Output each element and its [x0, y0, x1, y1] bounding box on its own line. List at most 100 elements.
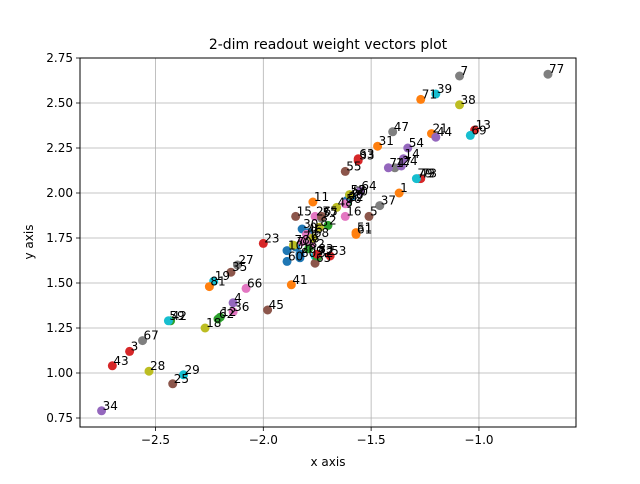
- data-point-80: [295, 253, 305, 263]
- data-label-6: 6: [312, 231, 320, 245]
- data-label-2: 2: [329, 213, 337, 227]
- data-label-70: 70: [297, 235, 312, 249]
- data-label-44: 44: [437, 125, 452, 139]
- data-point-28: [144, 366, 154, 376]
- plot-frame: [79, 57, 577, 428]
- data-label-19: 19: [215, 269, 230, 283]
- data-label-46: 46: [307, 222, 322, 236]
- data-label-59: 59: [169, 309, 184, 323]
- data-label-33: 33: [359, 149, 374, 163]
- data-label-18: 18: [206, 316, 221, 330]
- data-label-15: 15: [297, 204, 312, 218]
- data-point-15: [291, 211, 301, 221]
- data-point-1: [394, 188, 404, 198]
- data-point-61: [351, 229, 361, 239]
- data-label-51: 51: [357, 221, 372, 235]
- data-label-40: 40: [348, 188, 363, 202]
- data-label-60: 60: [288, 249, 303, 263]
- data-label-39: 39: [437, 82, 452, 96]
- data-label-26: 26: [316, 204, 331, 218]
- data-label-24: 24: [402, 154, 417, 168]
- data-label-74: 74: [389, 156, 404, 170]
- x-tick-label: −1.0: [464, 433, 493, 447]
- data-label-10: 10: [288, 239, 303, 253]
- y-tick-label: 2.75: [46, 51, 73, 65]
- data-point-8: [314, 222, 324, 232]
- data-label-45: 45: [269, 298, 284, 312]
- data-label-58: 58: [351, 183, 366, 197]
- data-point-25: [168, 379, 178, 389]
- data-label-66: 66: [247, 276, 262, 290]
- data-point-75: [317, 211, 327, 221]
- data-point-35: [226, 267, 236, 277]
- data-point-53: [325, 251, 335, 261]
- data-label-38: 38: [461, 93, 476, 107]
- data-point-18: [200, 323, 210, 333]
- data-label-12: 12: [221, 305, 236, 319]
- data-point-58: [345, 190, 355, 200]
- y-axis-ticks: 0.75 1.00 1.25 1.50 1.75 2.00 2.25 2.50 2.75: [46, 51, 80, 425]
- data-label-77: 77: [549, 62, 564, 76]
- data-point-29: [179, 370, 189, 380]
- y-tick-label: 1.75: [46, 231, 73, 245]
- data-label-43: 43: [113, 354, 128, 368]
- data-label-73: 73: [422, 167, 437, 181]
- data-label-78: 78: [294, 233, 309, 247]
- data-point-69: [465, 130, 475, 140]
- data-point-82: [304, 244, 314, 254]
- data-label-4: 4: [234, 291, 242, 305]
- data-point-64: [355, 186, 365, 196]
- data-label-35: 35: [232, 260, 247, 274]
- chart-title: 2-dim readout weight vectors plot: [209, 37, 448, 53]
- data-point-14: [398, 154, 408, 164]
- y-tick-label: 2.00: [46, 186, 73, 200]
- data-label-82: 82: [310, 237, 325, 251]
- data-label-17: 17: [396, 156, 411, 170]
- x-tick-label: −2.0: [249, 433, 278, 447]
- data-point-24: [396, 161, 406, 171]
- data-point-83: [312, 249, 322, 259]
- data-label-42: 42: [172, 309, 187, 323]
- data-point-74: [383, 163, 393, 173]
- data-point-23: [258, 238, 268, 248]
- data-point-37: [375, 201, 385, 211]
- data-label-21: 21: [433, 122, 448, 136]
- x-axis-label: x axis: [311, 455, 346, 469]
- data-point-65: [310, 258, 320, 268]
- data-label-20: 20: [301, 242, 316, 256]
- data-point-10: [282, 246, 292, 256]
- data-point-56: [340, 199, 350, 209]
- data-label-63: 63: [359, 147, 374, 161]
- data-label-25: 25: [174, 372, 189, 386]
- data-label-11: 11: [314, 190, 329, 204]
- data-label-36: 36: [234, 300, 249, 314]
- data-point-67: [138, 336, 148, 346]
- data-label-79: 79: [417, 167, 432, 181]
- data-point-59: [163, 316, 173, 326]
- data-point-79: [411, 174, 421, 184]
- data-label-64: 64: [361, 179, 376, 193]
- data-point-39: [431, 89, 441, 99]
- data-label-47: 47: [394, 120, 409, 134]
- data-point-3: [125, 346, 135, 356]
- data-label-52: 52: [351, 183, 366, 197]
- data-point-36: [228, 307, 238, 317]
- x-axis-ticks: −2.5 −2.0 −1.5 −1.0: [141, 427, 494, 447]
- data-point-38: [455, 100, 465, 110]
- data-point-43: [107, 361, 117, 371]
- data-point-62: [213, 314, 223, 324]
- data-label-56: 56: [346, 192, 361, 206]
- data-label-0: 0: [310, 221, 318, 235]
- data-point-7: [455, 71, 465, 81]
- y-tick-label: 0.75: [46, 411, 73, 425]
- y-tick-label: 1.50: [46, 276, 73, 290]
- data-label-7: 7: [461, 64, 469, 78]
- data-label-8: 8: [320, 215, 328, 229]
- data-label-5: 5: [370, 204, 378, 218]
- data-label-65: 65: [316, 251, 331, 265]
- data-point-54: [403, 143, 413, 153]
- data-label-62: 62: [219, 307, 234, 321]
- data-point-11: [308, 197, 318, 207]
- data-point-78: [288, 240, 298, 250]
